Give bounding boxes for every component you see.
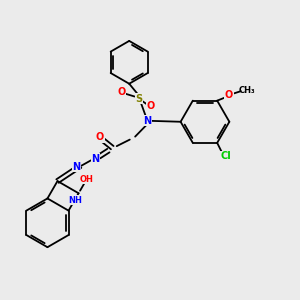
Text: Cl: Cl bbox=[220, 151, 231, 161]
Text: O: O bbox=[96, 132, 104, 142]
Text: O: O bbox=[225, 90, 233, 100]
Text: NH: NH bbox=[68, 196, 82, 205]
Text: S: S bbox=[135, 94, 142, 104]
Text: N: N bbox=[72, 162, 80, 172]
Text: N: N bbox=[91, 154, 99, 164]
Text: OH: OH bbox=[80, 175, 94, 184]
Text: O: O bbox=[146, 101, 155, 111]
Text: CH₃: CH₃ bbox=[238, 86, 255, 95]
Text: N: N bbox=[144, 116, 152, 126]
Text: O: O bbox=[118, 87, 126, 97]
